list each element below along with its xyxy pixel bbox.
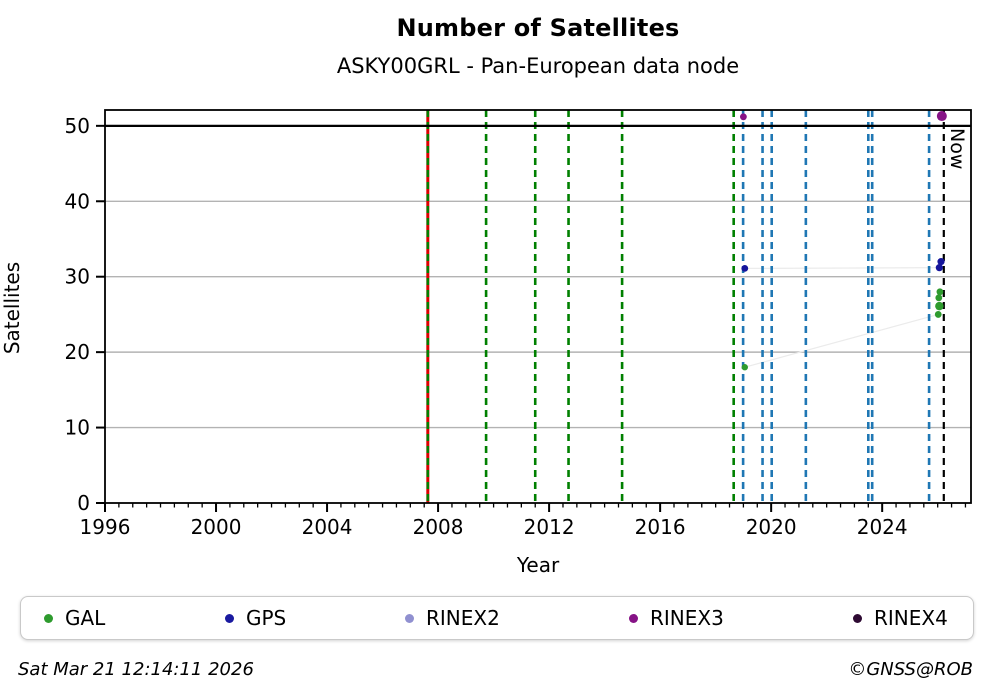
data-point-gal <box>935 301 944 311</box>
data-point-rinex3 <box>739 113 747 121</box>
now-label: Now <box>946 128 968 169</box>
legend-item-label: RINEX4 <box>874 606 948 630</box>
x-tick-label: 2016 <box>635 515 686 539</box>
page-title: Number of Satellites <box>396 14 680 42</box>
data-point-gal <box>935 294 943 302</box>
legend-item-label: RINEX3 <box>650 606 724 630</box>
y-tick-label: 40 <box>65 189 90 213</box>
legend-item-label: GPS <box>246 606 287 630</box>
legend: GAL GPS RINEX2 RINEX3 RINEX4 <box>20 596 974 640</box>
rinex3-marker-icon <box>629 613 638 623</box>
legend-item-rinex3: RINEX3 <box>629 597 724 639</box>
gal-marker-icon <box>44 613 53 623</box>
trend-line-gps <box>744 267 940 270</box>
data-point-gps <box>741 265 749 272</box>
y-tick-label: 50 <box>65 114 90 138</box>
page-subtitle: ASKY00GRL - Pan-European data node <box>336 54 740 78</box>
plot-frame <box>104 109 972 504</box>
x-axis-label: Year <box>516 553 560 577</box>
legend-item-label: GAL <box>65 606 106 630</box>
satellite-count-chart: 1996 2000 2004 2008 2012 2016 2020 2024 0 10 20 30 4… <box>65 109 972 539</box>
x-tick-label: 2012 <box>524 515 575 539</box>
y-tick-label: 10 <box>65 416 90 440</box>
legend-item-label: RINEX2 <box>426 606 500 630</box>
legend-item-rinex4: RINEX4 <box>853 597 948 639</box>
y-tick-label: 30 <box>65 265 90 289</box>
x-tick-label: 2024 <box>857 515 908 539</box>
trend-line-gal <box>744 313 939 368</box>
footer-timestamp: Sat Mar 21 12:14:11 2026 <box>18 659 254 680</box>
x-tick-label: 2000 <box>191 515 242 539</box>
data-point-rinex3 <box>936 111 947 122</box>
rinex2-marker-icon <box>405 613 414 623</box>
legend-item-rinex2: RINEX2 <box>405 597 500 639</box>
data-point-gps <box>935 264 943 272</box>
x-tick-label: 1996 <box>80 515 131 539</box>
data-point-gps <box>937 258 945 266</box>
x-tick-label: 2004 <box>302 515 353 539</box>
legend-item-gal: GAL <box>44 597 105 639</box>
data-point-gal <box>936 288 944 296</box>
x-tick-label: 2020 <box>746 515 797 539</box>
y-tick-label: 20 <box>65 340 90 364</box>
y-axis-label: Satellites <box>0 261 24 355</box>
y-tick-label: 0 <box>77 491 90 515</box>
x-tick-label: 2008 <box>413 515 464 539</box>
rinex4-marker-icon <box>853 613 862 623</box>
data-point-gal <box>934 311 942 318</box>
data-point-gal <box>741 364 748 371</box>
legend-item-gps: GPS <box>225 597 286 639</box>
footer-credit: ©GNSS@ROB <box>848 659 973 680</box>
gps-marker-icon <box>225 613 234 623</box>
